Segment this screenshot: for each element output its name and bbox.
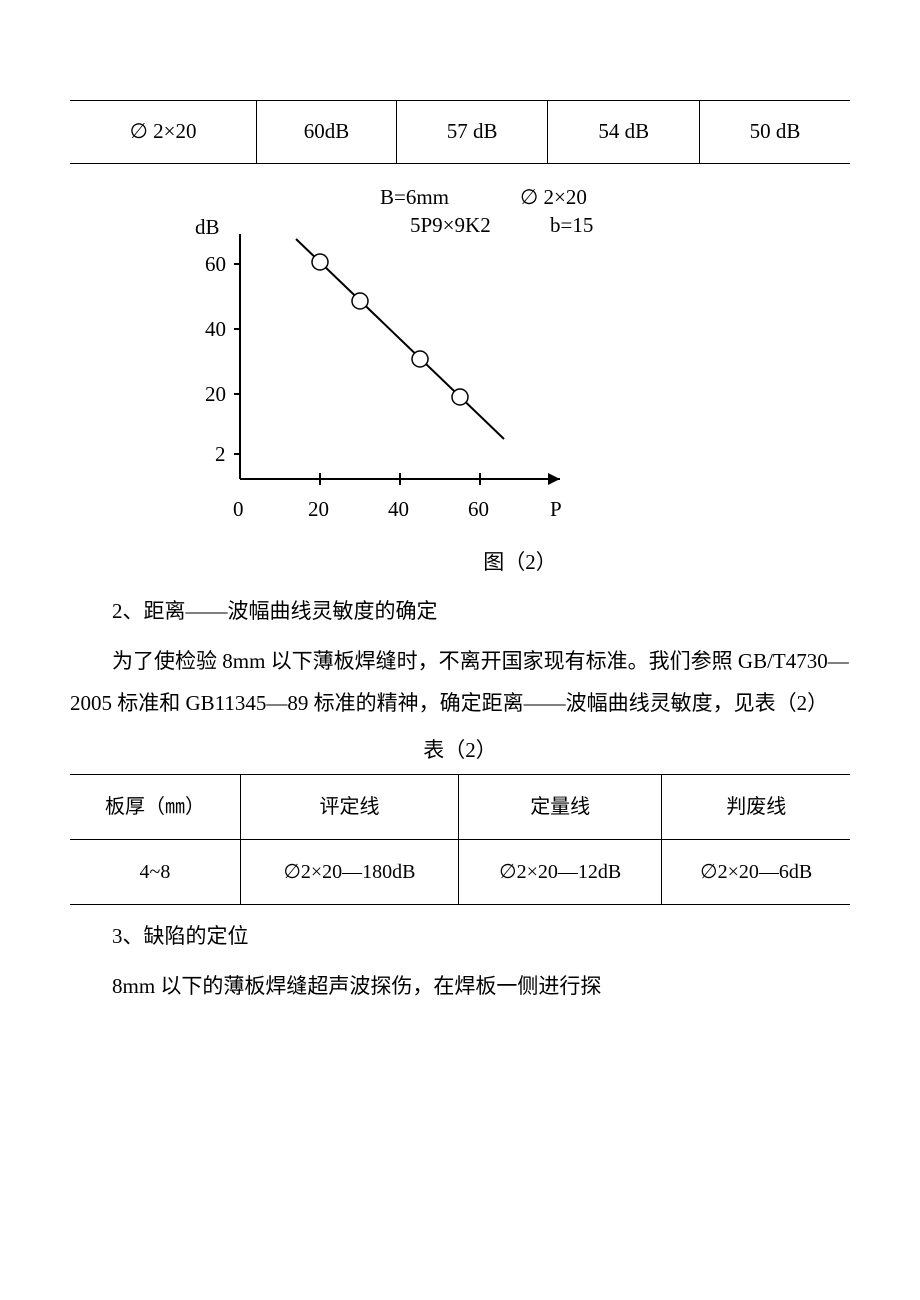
- section-2-body: 为了使检验 8mm 以下薄板焊缝时，不离开国家现有标准。我们参照 GB/T473…: [70, 640, 850, 724]
- figure-caption: 图（2）: [190, 544, 850, 582]
- chart-marker: [352, 293, 368, 309]
- y-tick-label: 40: [205, 317, 226, 341]
- table-row: ∅ 2×20 60dB 57 dB 54 dB 50 dB: [70, 101, 850, 164]
- table-cell: 57 dB: [396, 101, 548, 164]
- table-1: ∅ 2×20 60dB 57 dB 54 dB 50 dB: [70, 100, 850, 164]
- chart-line: [296, 239, 504, 439]
- table-2: 板厚（㎜） 评定线 定量线 判废线 4~8 ∅2×20—180dB ∅2×20—…: [70, 774, 850, 905]
- table-cell: ∅2×20—180dB: [240, 840, 458, 905]
- chart-y-label: dB: [195, 209, 220, 247]
- y-tick-label: 60: [205, 252, 226, 276]
- table-header-cell: 判废线: [662, 775, 850, 840]
- table-cell: 50 dB: [700, 101, 850, 164]
- chart-marker: [452, 389, 468, 405]
- x-tick-label: 40: [388, 497, 409, 521]
- section-2-heading: 2、距离——波幅曲线灵敏度的确定: [70, 590, 850, 632]
- table-row: 板厚（㎜） 评定线 定量线 判废线: [70, 775, 850, 840]
- chart-title-probe: 5P9×9K2: [410, 207, 491, 245]
- table-cell: 60dB: [257, 101, 397, 164]
- table-cell: ∅2×20—12dB: [458, 840, 661, 905]
- x-tick-label: 0: [233, 497, 244, 521]
- chart-marker: [412, 351, 428, 367]
- x-axis-label: P: [550, 497, 562, 521]
- table-2-caption: 表（2）: [70, 732, 850, 770]
- table-header-cell: 定量线: [458, 775, 661, 840]
- x-axis-arrow-icon: [548, 473, 560, 485]
- chart-title-bval: b=15: [550, 207, 593, 245]
- chart-marker: [312, 254, 328, 270]
- section-3-body: 8mm 以下的薄板焊缝超声波探伤，在焊板一侧进行探: [70, 965, 850, 1007]
- table-row: 4~8 ∅2×20—180dB ∅2×20—12dB ∅2×20—6dB: [70, 840, 850, 905]
- section-3-heading: 3、缺陷的定位: [70, 915, 850, 957]
- y-tick-label: 2: [215, 442, 226, 466]
- x-tick-label: 20: [308, 497, 329, 521]
- y-tick-label: 20: [205, 382, 226, 406]
- table-cell: ∅ 2×20: [70, 101, 257, 164]
- table-cell: 54 dB: [548, 101, 700, 164]
- table-cell: ∅2×20—6dB: [662, 840, 850, 905]
- chart-figure-2: B=6mm ∅ 2×20 5P9×9K2 b=15 dB 60 40 20 2 …: [130, 179, 730, 539]
- table-header-cell: 板厚（㎜）: [70, 775, 240, 840]
- x-tick-label: 60: [468, 497, 489, 521]
- table-header-cell: 评定线: [240, 775, 458, 840]
- table-cell: 4~8: [70, 840, 240, 905]
